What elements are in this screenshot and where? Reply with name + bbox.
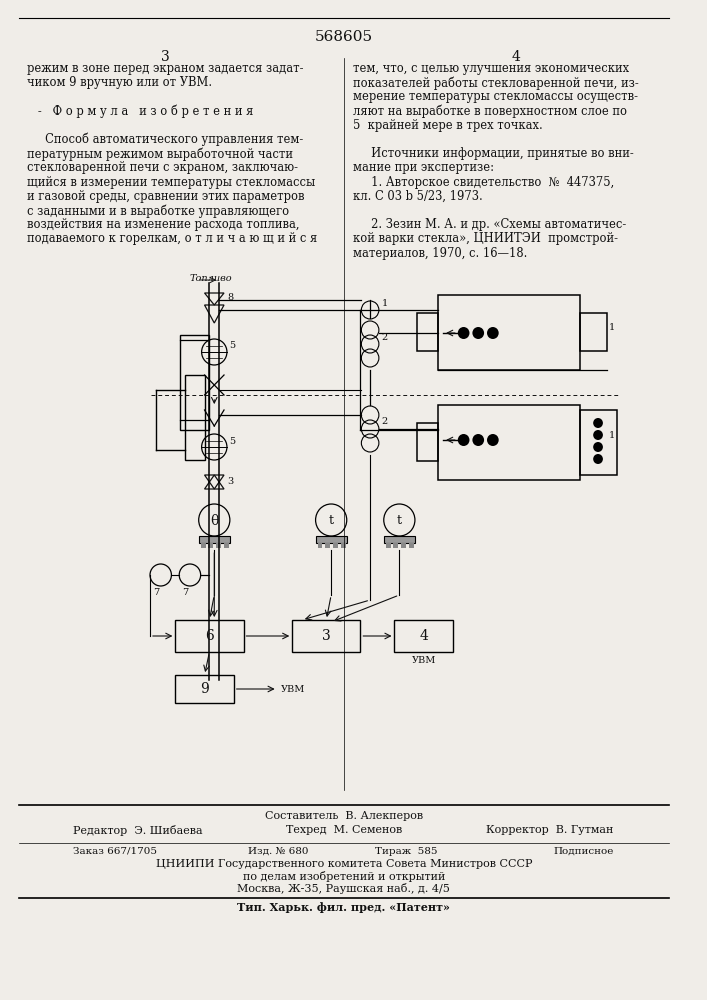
Text: Топливо: Топливо (190, 274, 233, 283)
Text: 3: 3 (322, 629, 331, 643)
Bar (333, 543, 338, 548)
Text: 1: 1 (609, 324, 615, 332)
Bar (315, 536, 346, 543)
Text: 3: 3 (161, 50, 170, 64)
Circle shape (472, 434, 484, 446)
Text: 1: 1 (609, 430, 615, 440)
Text: Тип. Харьк. фил. пред. «Патент»: Тип. Харьк. фил. пред. «Патент» (238, 902, 450, 913)
Circle shape (593, 430, 603, 440)
Text: θ: θ (210, 514, 218, 528)
Bar (409, 543, 414, 548)
Text: Заказ 667/1705: Заказ 667/1705 (73, 847, 157, 856)
Bar (199, 536, 230, 543)
Circle shape (593, 454, 603, 464)
Text: ЦНИИПИ Государственного комитета Совета Министров СССР: ЦНИИПИ Государственного комитета Совета … (156, 859, 532, 869)
Bar (175, 620, 243, 652)
Text: УВМ: УВМ (411, 656, 436, 665)
Bar (317, 543, 322, 548)
Text: пературным режимом выработочной части: пературным режимом выработочной части (28, 147, 293, 161)
Text: режим в зоне перед экраном задается задат-: режим в зоне перед экраном задается зада… (28, 62, 304, 75)
Text: ляют на выработке в поверхностном слое по: ляют на выработке в поверхностном слое п… (353, 105, 626, 118)
Text: Составитель  В. Алекперов: Составитель В. Алекперов (264, 811, 423, 821)
Bar (580, 313, 607, 351)
Text: 5  крайней мере в трех точках.: 5 крайней мере в трех точках. (353, 119, 542, 132)
Bar (209, 543, 214, 548)
Text: 6: 6 (205, 629, 214, 643)
Text: 4: 4 (419, 629, 428, 643)
Text: 3: 3 (227, 478, 233, 487)
Bar (417, 423, 438, 461)
Text: мерение температуры стекломассы осуществ-: мерение температуры стекломассы осуществ… (353, 90, 638, 103)
Text: t: t (397, 514, 402, 528)
Text: по делам изобретений и открытий: по делам изобретений и открытий (243, 871, 445, 882)
Text: Подписное: Подписное (554, 847, 614, 856)
Circle shape (458, 434, 469, 446)
Text: 4: 4 (512, 50, 520, 64)
Text: Техред  М. Семенов: Техред М. Семенов (286, 825, 402, 835)
Text: Редактор  Э. Шибаева: Редактор Э. Шибаева (73, 825, 203, 836)
Bar (292, 620, 361, 652)
Text: -   Ф о р м у л а   и з о б р е т е н и я: - Ф о р м у л а и з о б р е т е н и я (28, 105, 254, 118)
Bar (386, 543, 390, 548)
Bar (224, 543, 229, 548)
Bar (384, 536, 415, 543)
Text: Изд. № 680: Изд. № 680 (248, 847, 309, 856)
Text: тем, что, с целью улучшения экономических: тем, что, с целью улучшения экономически… (353, 62, 629, 75)
Bar (341, 543, 346, 548)
Text: Источники информации, принятые во вни-: Источники информации, принятые во вни- (353, 147, 633, 160)
Circle shape (458, 327, 469, 339)
Text: Способ автоматического управления тем-: Способ автоматического управления тем- (28, 133, 303, 146)
Bar (580, 410, 617, 475)
Text: чиком 9 вручную или от УВМ.: чиком 9 вручную или от УВМ. (28, 76, 212, 89)
Text: 568605: 568605 (315, 30, 373, 44)
Bar (395, 620, 453, 652)
Bar (201, 543, 206, 548)
Text: 1: 1 (382, 300, 388, 308)
Text: кл. С 03 b 5/23, 1973.: кл. С 03 b 5/23, 1973. (353, 190, 482, 203)
Text: воздействия на изменение расхода топлива,: воздействия на изменение расхода топлива… (28, 218, 300, 231)
Text: УВМ: УВМ (281, 684, 305, 694)
Text: 5: 5 (229, 342, 235, 351)
Text: материалов, 1970, с. 16—18.: материалов, 1970, с. 16—18. (353, 247, 527, 260)
Bar (175, 675, 234, 703)
Text: и газовой среды, сравнении этих параметров: и газовой среды, сравнении этих параметр… (28, 190, 305, 203)
Circle shape (487, 327, 498, 339)
Text: Москва, Ж-35, Раушская наб., д. 4/5: Москва, Ж-35, Раушская наб., д. 4/5 (238, 883, 450, 894)
Text: t: t (329, 514, 334, 528)
Text: 7: 7 (153, 588, 159, 597)
Text: мание при экспертизе:: мание при экспертизе: (353, 161, 493, 174)
Bar (417, 313, 438, 351)
Text: 2: 2 (382, 418, 388, 426)
Bar (438, 405, 580, 480)
Text: подаваемого к горелкам, о т л и ч а ю щ и й с я: подаваемого к горелкам, о т л и ч а ю щ … (28, 232, 317, 245)
Text: 2: 2 (382, 332, 388, 342)
Text: стекловаренной печи с экраном, заключаю-: стекловаренной печи с экраном, заключаю- (28, 161, 298, 174)
Text: 7: 7 (182, 588, 188, 597)
Circle shape (593, 442, 603, 452)
Bar (394, 543, 398, 548)
Bar (180, 335, 209, 430)
Text: Тираж  585: Тираж 585 (375, 847, 438, 856)
Text: 5: 5 (229, 436, 235, 446)
Text: с заданными и в выработке управляющего: с заданными и в выработке управляющего (28, 204, 289, 218)
Circle shape (593, 418, 603, 428)
Text: Корректор  В. Гутман: Корректор В. Гутман (486, 825, 614, 835)
Text: 8: 8 (227, 292, 233, 302)
Text: 1. Авторское свидетельство  №  447375,: 1. Авторское свидетельство № 447375, (353, 176, 614, 189)
Text: 9: 9 (200, 682, 209, 696)
Text: 2. Зезин М. А. и др. «Схемы автоматичес-: 2. Зезин М. А. и др. «Схемы автоматичес- (353, 218, 626, 231)
Text: показателей работы стекловаренной печи, из-: показателей работы стекловаренной печи, … (353, 76, 638, 90)
Bar (325, 543, 330, 548)
Circle shape (487, 434, 498, 446)
Bar (216, 543, 221, 548)
Circle shape (472, 327, 484, 339)
Bar (438, 295, 580, 370)
Bar (402, 543, 406, 548)
Text: щийся в измерении температуры стекломассы: щийся в измерении температуры стекломасс… (28, 176, 315, 189)
Text: кой варки стекла», ЦНИИТЭИ  промстрой-: кой варки стекла», ЦНИИТЭИ промстрой- (353, 232, 618, 245)
Bar (185, 375, 204, 460)
